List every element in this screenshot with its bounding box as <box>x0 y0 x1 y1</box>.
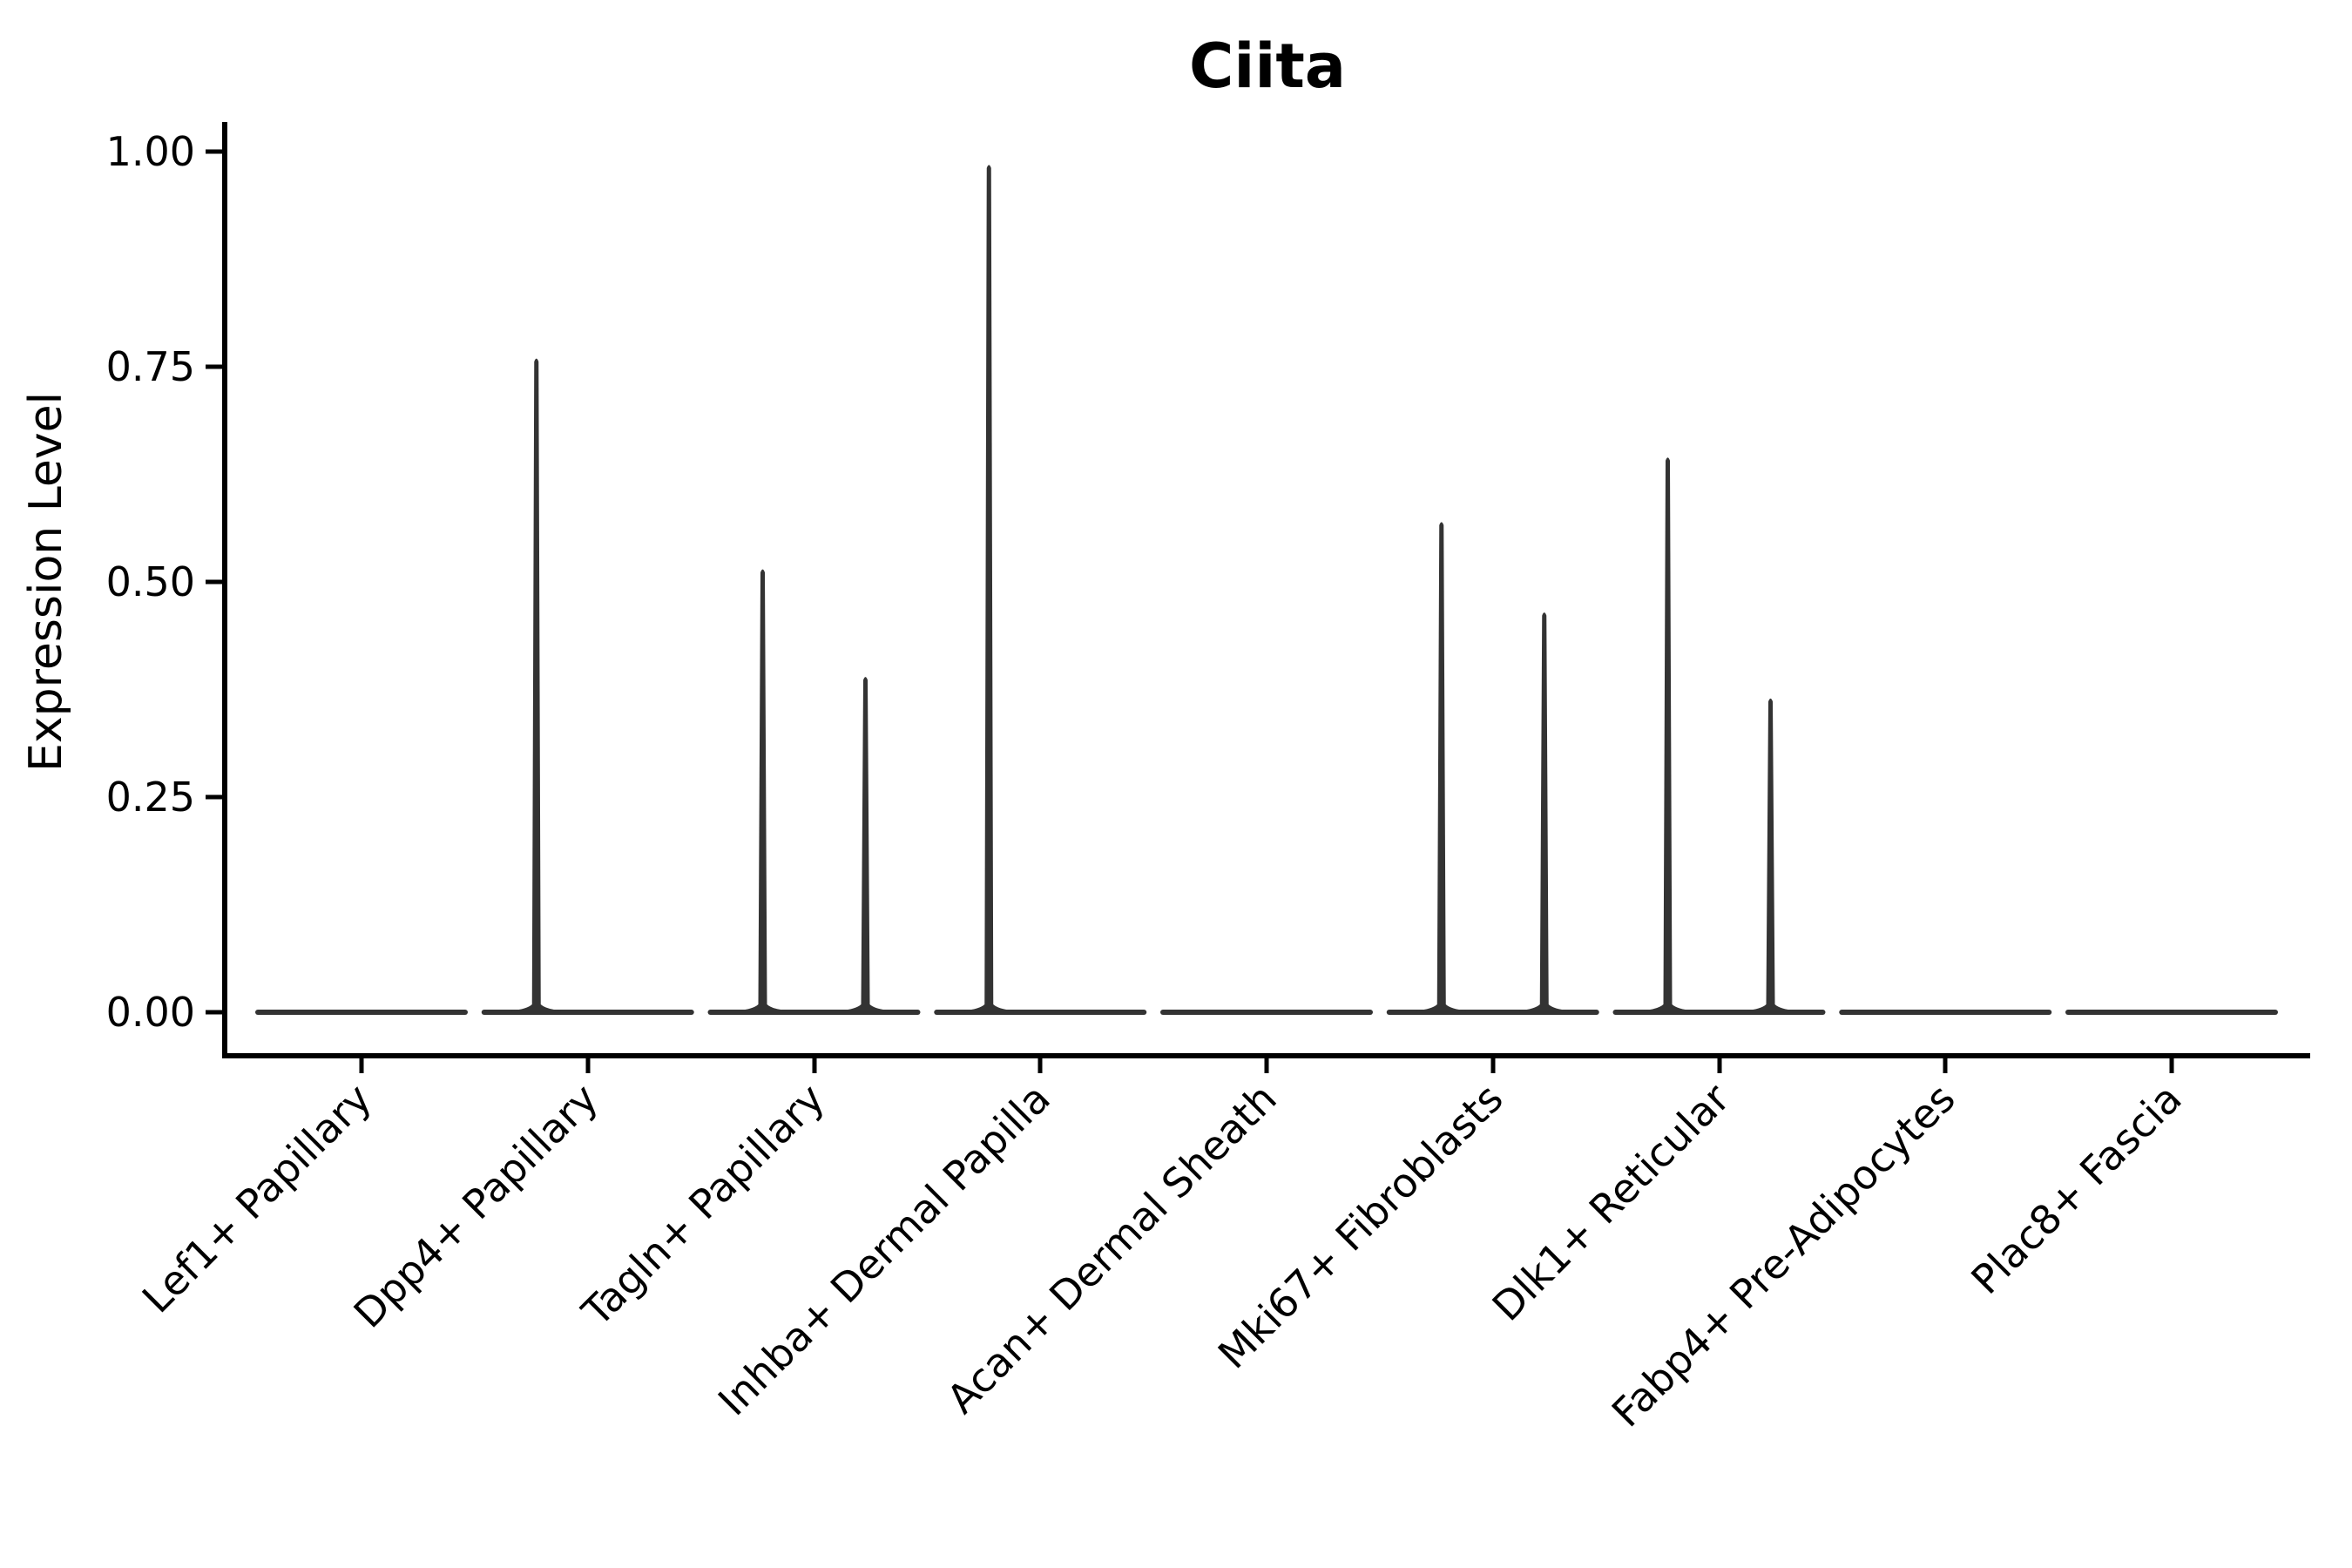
violin-spike <box>1519 612 1569 1012</box>
y-tick-label: 0.75 <box>106 343 195 390</box>
x-tick-label: Dlk1+ Reticular <box>1484 1075 1739 1330</box>
violin-spike <box>964 165 1014 1012</box>
violin-spike <box>841 677 890 1012</box>
chart-title: Ciita <box>1189 30 1346 102</box>
y-tick-label: 0.25 <box>106 774 195 821</box>
violin-spike <box>1746 698 1795 1012</box>
y-tick-label: 0.50 <box>106 558 195 605</box>
x-tick-label: Plac8+ Fascia <box>1962 1075 2190 1303</box>
x-tick-label: Lef1+ Papillary <box>133 1075 381 1322</box>
x-tick-label: Dpp4+ Papillary <box>345 1075 607 1337</box>
y-axis-label: Expression Level <box>20 392 72 772</box>
violin-spike <box>511 358 561 1012</box>
violin-spike <box>1416 522 1466 1012</box>
violin-spike <box>1643 457 1693 1012</box>
y-tick-label: 1.00 <box>106 128 195 175</box>
violins-layer <box>255 165 2278 1015</box>
violin-spike <box>738 569 787 1012</box>
y-tick-label: 0.00 <box>106 989 195 1036</box>
x-tick-label: Tagln+ Papillary <box>572 1075 834 1336</box>
